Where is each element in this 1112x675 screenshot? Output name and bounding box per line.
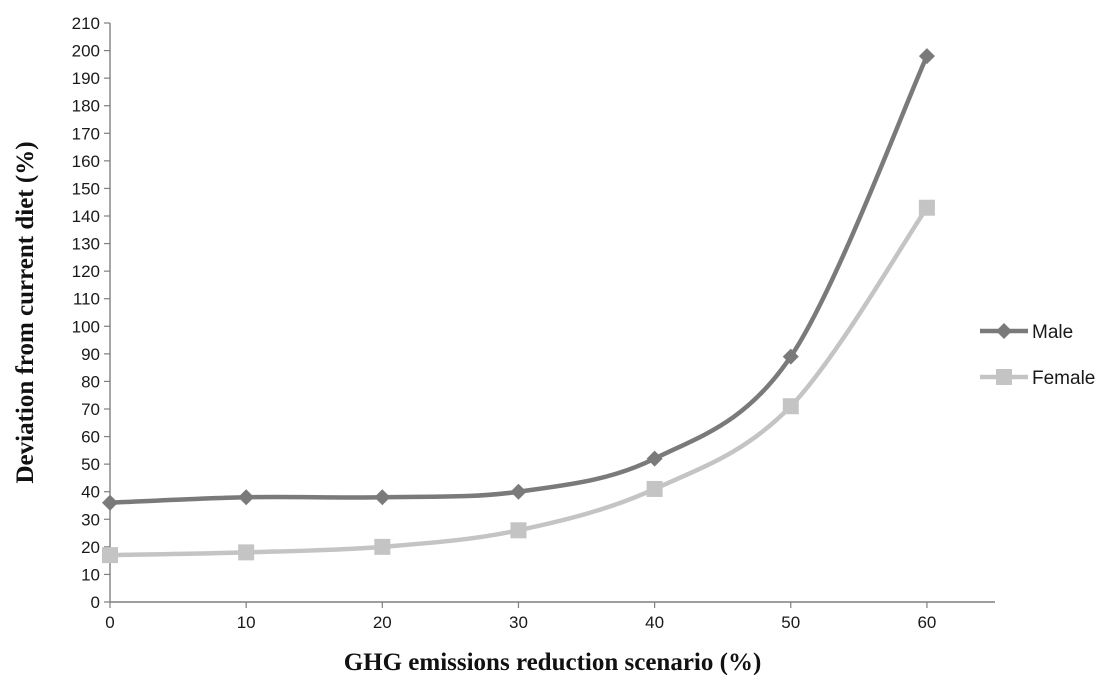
y-tick-label: 170 bbox=[72, 124, 100, 143]
y-tick-label: 110 bbox=[73, 290, 100, 309]
y-tick-label: 100 bbox=[72, 317, 100, 336]
y-axis-title: Deviation from current diet (%) bbox=[12, 141, 39, 483]
legend-marker-female bbox=[996, 369, 1012, 385]
x-axis-ticks: 0 10 20 30 40 50 60 bbox=[105, 602, 936, 632]
legend-label-male: Male bbox=[1032, 322, 1073, 343]
x-tick-label: 20 bbox=[373, 613, 392, 632]
y-tick-label: 130 bbox=[72, 235, 100, 254]
y-tick-label: 160 bbox=[72, 152, 100, 171]
y-tick-label: 70 bbox=[81, 400, 100, 419]
legend-item-male: Male bbox=[980, 322, 1073, 343]
data-point-female bbox=[510, 522, 527, 539]
series-female bbox=[102, 199, 935, 564]
y-axis-ticks: 0 10 20 30 40 50 60 70 80 90 100 110 120 130 140 150 160… bbox=[72, 14, 110, 612]
y-tick-label: 60 bbox=[81, 428, 100, 447]
legend-item-female: Female bbox=[980, 368, 1095, 389]
series-line-female bbox=[107, 205, 930, 558]
data-point-female bbox=[374, 538, 391, 555]
data-point-male bbox=[918, 48, 935, 65]
data-point-male bbox=[646, 450, 663, 467]
x-tick-label: 10 bbox=[237, 613, 256, 632]
y-tick-label: 10 bbox=[81, 565, 100, 584]
data-point-female bbox=[646, 480, 663, 497]
data-point-male bbox=[510, 483, 527, 500]
data-point-female bbox=[102, 547, 118, 564]
x-axis-title: GHG emissions reduction scenario (%) bbox=[344, 649, 762, 675]
y-tick-label: 150 bbox=[72, 179, 100, 198]
y-tick-label: 50 bbox=[81, 455, 100, 474]
data-point-male bbox=[782, 348, 799, 365]
y-tick-label: 190 bbox=[72, 69, 100, 88]
data-point-female bbox=[238, 544, 255, 561]
legend: Male Female bbox=[980, 322, 1095, 389]
data-point-male bbox=[102, 494, 118, 511]
legend-label-female: Female bbox=[1032, 368, 1095, 389]
y-tick-label: 200 bbox=[72, 42, 100, 61]
y-tick-label: 40 bbox=[81, 483, 100, 502]
data-point-male bbox=[374, 489, 391, 506]
data-point-male bbox=[238, 489, 255, 506]
y-tick-label: 30 bbox=[81, 510, 100, 529]
x-tick-label: 40 bbox=[645, 613, 664, 632]
data-point-female bbox=[782, 398, 799, 415]
y-tick-label: 80 bbox=[81, 372, 100, 391]
x-tick-label: 30 bbox=[509, 613, 528, 632]
y-tick-label: 0 bbox=[91, 593, 100, 612]
x-tick-label: 0 bbox=[105, 613, 114, 632]
series-male bbox=[102, 48, 935, 511]
y-tick-label: 180 bbox=[72, 97, 100, 116]
y-tick-label: 120 bbox=[72, 262, 100, 281]
series-layer bbox=[102, 48, 935, 564]
series-line-male bbox=[107, 53, 930, 505]
data-point-female bbox=[918, 199, 935, 216]
y-tick-label: 20 bbox=[81, 538, 100, 557]
x-tick-label: 50 bbox=[781, 613, 800, 632]
legend-marker-male bbox=[996, 323, 1012, 339]
x-tick-label: 60 bbox=[917, 613, 936, 632]
y-tick-label: 90 bbox=[81, 345, 100, 364]
y-tick-label: 210 bbox=[72, 14, 100, 33]
y-tick-label: 140 bbox=[72, 207, 100, 226]
